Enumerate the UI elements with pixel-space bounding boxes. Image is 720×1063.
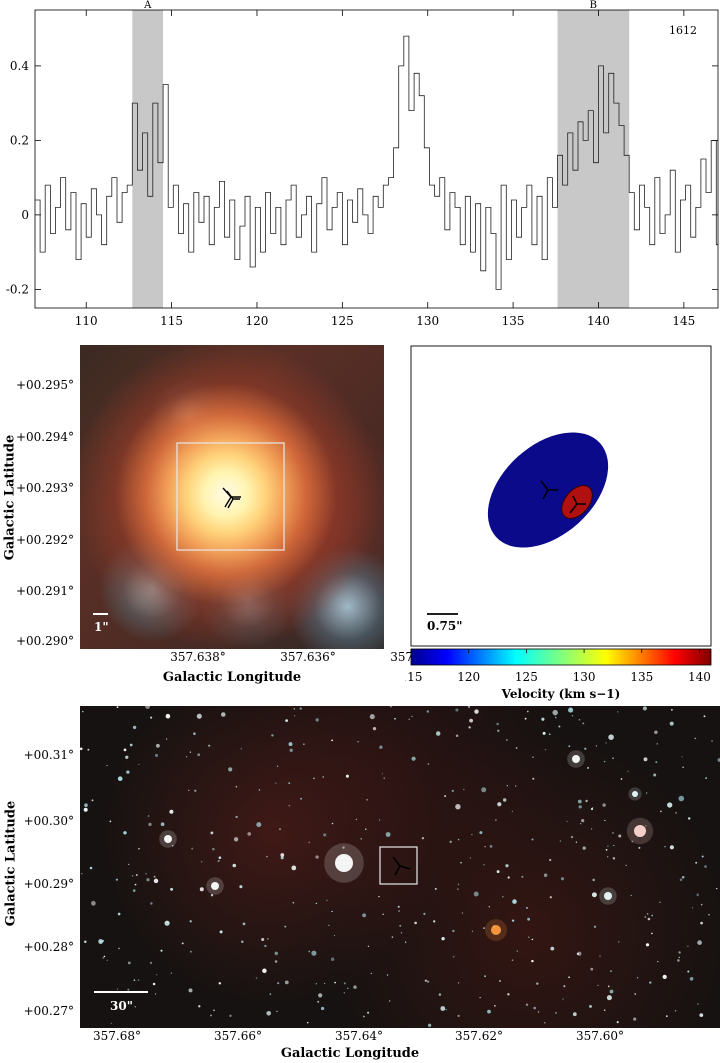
spectrum-xtick-label: 120: [246, 314, 269, 328]
spectrum-xtick-label: 135: [502, 314, 525, 328]
map2-xtick-label: 357.60°: [576, 1029, 624, 1043]
spectrum-xtick-label: 125: [331, 314, 354, 328]
map2-xtick-label: 357.62°: [455, 1029, 503, 1043]
colorbar-tick-label: 115: [405, 670, 422, 684]
map2-xtick-label: 357.66°: [214, 1029, 262, 1043]
spectrum-frame: [34, 9, 719, 309]
map1-ytick-label: +00.290°: [15, 634, 74, 648]
map2-xaxis: 357.68° 357.66° 357.64° 357.62° 357.60°: [80, 1029, 720, 1047]
spectrum-annotation: 1612: [669, 24, 697, 37]
map1-ytick-label: +00.294°: [15, 430, 74, 444]
map2-ytick-label: +00.30°: [23, 814, 74, 828]
map1-xlabel: Galactic Longitude: [162, 670, 302, 685]
colorbar-tick-label: 130: [573, 670, 596, 684]
velocity-scale-label: 0.75": [427, 619, 462, 633]
map2-ytick-label: +00.27°: [23, 1004, 74, 1018]
map1-ytick-label: +00.293°: [15, 481, 74, 495]
spectrum-xtick-label: 130: [416, 314, 439, 328]
maser-marker-icon: [569, 495, 586, 514]
spectrum-ytick-label: 0.2: [10, 133, 29, 147]
shaded-region-label: B: [590, 0, 597, 11]
spectrum-ytick-label: 0: [21, 208, 29, 222]
map1-xaxis: 357.638°357.636°357.634°: [80, 650, 446, 670]
spectrum-xtick-label: 145: [672, 314, 695, 328]
spectrum-ytick-label: -0.2: [6, 282, 29, 296]
colorbar-tick-label: 140: [688, 670, 711, 684]
map2-xlabel: Galactic Longitude: [280, 1046, 420, 1061]
map2-source-box: [379, 846, 418, 885]
maser-marker-icon: [222, 487, 241, 509]
map2-ytick-label: +00.31°: [23, 748, 74, 762]
map2-scale-label: 30": [110, 999, 133, 1013]
map2-ytick-label: +00.29°: [23, 877, 74, 891]
colorbar-tick-label: 135: [630, 670, 653, 684]
map1-xtick-label: 357.636°: [280, 650, 336, 664]
spectrum-chart: A B 110 115 120 125 130 135 140 145 -0.2 0 0.2 0.4 1…: [6, 0, 719, 328]
velocity-panel: 0.75" 115 120 125 130 135 140 Velocity (km s−…: [405, 345, 712, 701]
maser-marker-icon: [392, 856, 411, 876]
map2-xtick-label: 357.68°: [93, 1029, 141, 1043]
map1-source-box: [176, 442, 285, 551]
map1-image: 1": [80, 345, 384, 649]
spectrum-xtick-label: 115: [160, 314, 183, 328]
colorbar-tick-label: 120: [457, 670, 480, 684]
map1-yaxis: +00.295° +00.294° +00.293° +00.292° +00.291°…: [0, 345, 80, 649]
maser-marker-icon: [540, 480, 558, 500]
shaded-region-label: A: [143, 0, 152, 11]
map1-ytick-label: +00.295°: [15, 378, 74, 392]
map1-ytick-label: +00.291°: [15, 584, 74, 598]
spectrum-xtick-label: 110: [75, 314, 98, 328]
map1-ytick-label: +00.292°: [15, 533, 74, 547]
map1-scale-label: 1": [94, 620, 109, 634]
map2-ytick-label: +00.28°: [23, 940, 74, 954]
spectrum-xtick-label: 140: [587, 314, 610, 328]
velocity-ellipse-red: [561, 485, 593, 519]
map1-xtick-label: 357.638°: [170, 650, 226, 664]
spectrum-series-line: [35, 35, 718, 290]
colorbar-tick-label: 125: [515, 670, 538, 684]
velocity-colorbar: [410, 648, 712, 666]
map2-image: 30": [80, 706, 720, 1028]
map2-yaxis: +00.31° +00.30° +00.29° +00.28° +00.27°: [0, 706, 80, 1028]
map2-xtick-label: 357.64°: [335, 1029, 383, 1043]
velocity-xlabel: Velocity (km s−1): [501, 687, 621, 701]
spectrum-ytick-label: 0.4: [10, 59, 29, 73]
